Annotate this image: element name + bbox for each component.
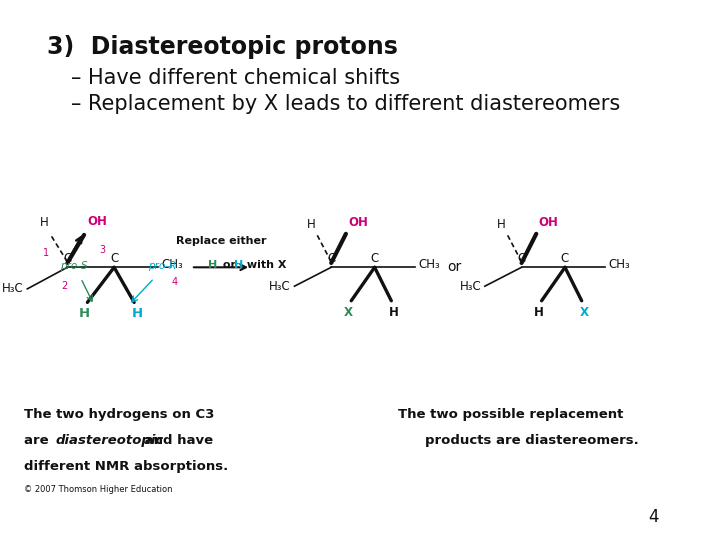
Text: C: C xyxy=(63,252,71,265)
Text: – Have different chemical shifts: – Have different chemical shifts xyxy=(71,68,400,87)
Text: 2: 2 xyxy=(61,281,67,291)
Text: H: H xyxy=(207,260,217,271)
Text: C: C xyxy=(327,252,336,265)
Text: pro-S: pro-S xyxy=(60,261,88,271)
Text: C: C xyxy=(371,252,379,265)
Text: H: H xyxy=(534,306,544,319)
Text: 3)  Diastereotopic protons: 3) Diastereotopic protons xyxy=(48,35,398,59)
Text: H: H xyxy=(78,307,89,320)
Text: H: H xyxy=(497,218,506,231)
Text: OH: OH xyxy=(348,217,368,230)
Text: OH: OH xyxy=(87,215,107,228)
Text: © 2007 Thomson Higher Education: © 2007 Thomson Higher Education xyxy=(24,485,173,495)
Text: 4: 4 xyxy=(171,277,177,287)
Text: H: H xyxy=(389,306,399,319)
Text: H: H xyxy=(40,217,48,230)
Text: H: H xyxy=(132,307,143,320)
Text: 1: 1 xyxy=(43,247,49,258)
Text: C: C xyxy=(561,252,569,265)
Text: C: C xyxy=(110,252,118,265)
Text: H₃C: H₃C xyxy=(269,280,291,293)
Text: – Replacement by X leads to different diastereomers: – Replacement by X leads to different di… xyxy=(71,94,620,114)
Text: Replace either: Replace either xyxy=(176,235,266,246)
Text: are: are xyxy=(24,434,53,447)
Text: The two possible replacement: The two possible replacement xyxy=(398,408,624,421)
Text: with X: with X xyxy=(243,260,287,271)
Text: diastereotopic: diastereotopic xyxy=(56,434,164,447)
Text: 4: 4 xyxy=(648,509,659,526)
Text: CH₃: CH₃ xyxy=(418,258,440,271)
Text: products are diastereomers.: products are diastereomers. xyxy=(425,434,639,447)
Text: X: X xyxy=(580,306,589,319)
Text: The two hydrogens on C3: The two hydrogens on C3 xyxy=(24,408,215,421)
Text: different NMR absorptions.: different NMR absorptions. xyxy=(24,460,228,472)
Text: C: C xyxy=(518,252,526,265)
Text: CH₃: CH₃ xyxy=(161,258,183,271)
Text: or: or xyxy=(219,260,240,271)
Text: H₃C: H₃C xyxy=(2,282,24,295)
Text: H: H xyxy=(234,260,243,271)
Text: CH₃: CH₃ xyxy=(608,258,630,271)
Text: OH: OH xyxy=(539,217,558,230)
Text: and have: and have xyxy=(140,434,212,447)
Text: H₃C: H₃C xyxy=(460,280,482,293)
Text: pro-R: pro-R xyxy=(148,261,176,271)
Text: X: X xyxy=(344,306,353,319)
Text: H: H xyxy=(307,218,315,231)
Text: 3: 3 xyxy=(99,245,105,255)
Text: or: or xyxy=(448,260,462,274)
